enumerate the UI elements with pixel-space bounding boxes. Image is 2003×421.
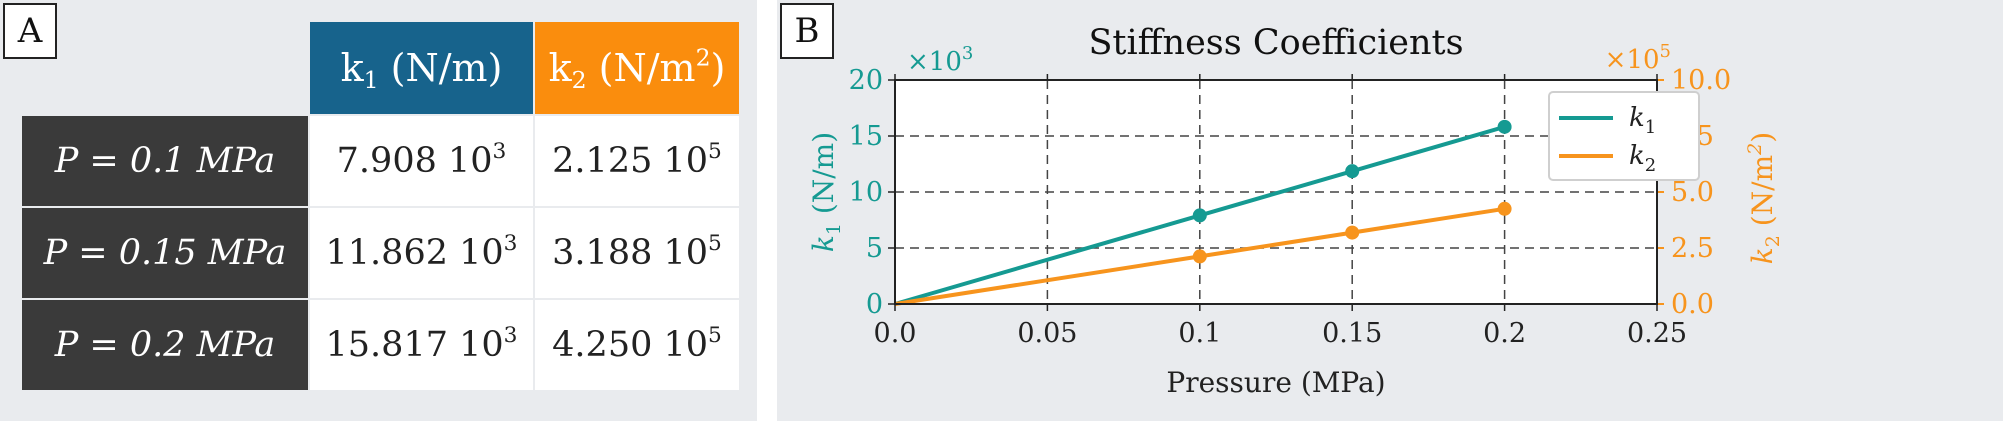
table-row: P = 0.15 MPa 11.862 103 3.188 105 <box>20 206 741 300</box>
legend-label-k2: k2 <box>1629 141 1656 176</box>
left-tick-label: 5 <box>866 233 883 264</box>
left-tick-label: 10 <box>849 177 883 208</box>
right-axis-multiplier: ×105 <box>1605 41 1671 75</box>
series-line-k1 <box>894 124 1506 306</box>
x-axis-label: Pressure (MPa) <box>1166 366 1385 399</box>
right-tick-label: 5.0 <box>1671 177 1714 208</box>
left-axis-multiplier: ×103 <box>907 43 973 77</box>
right-tick-label: 10.0 <box>1671 65 1731 96</box>
data-point-k2 <box>1192 249 1207 264</box>
plot-frame <box>894 79 1658 305</box>
right-tick-label: 2.5 <box>1671 233 1714 264</box>
x-tick-label: 0.2 <box>1483 318 1526 349</box>
row-label: P = 0.1 MPa <box>20 114 310 208</box>
chart-legend: k1 k2 <box>1548 91 1700 181</box>
data-point-k2 <box>1497 201 1512 216</box>
row-label: P = 0.2 MPa <box>20 298 310 392</box>
stiffness-chart: 0.00.050.10.150.20.25051015200.02.55.07.… <box>807 23 1784 399</box>
data-point-k1 <box>1192 208 1207 223</box>
left-tick-label: 0 <box>866 289 883 320</box>
table-corner <box>21 21 309 115</box>
header-k2: k2 (N/m2) <box>533 20 741 116</box>
k2-value-cell: 4.250 105 <box>533 298 741 392</box>
k1-value-cell: 15.817 103 <box>308 298 535 392</box>
x-tick-label: 0.05 <box>1017 318 1077 349</box>
data-point-k2 <box>1345 225 1360 240</box>
x-tick-label: 0.25 <box>1627 318 1687 349</box>
stiffness-table: k1 (N/m) k2 (N/m2) P = 0.1 MPa 7.908 103… <box>20 20 741 392</box>
x-tick-label: 0.0 <box>874 318 917 349</box>
legend-label-k1: k1 <box>1629 103 1656 138</box>
right-y-axis-label: k2 (N/m2) <box>1744 132 1784 264</box>
panel-a-letter: A <box>3 3 57 59</box>
header-k1: k1 (N/m) <box>308 20 535 116</box>
chart-title: Stiffness Coefficients <box>1088 23 1463 63</box>
panel-b-letter: B <box>780 3 834 59</box>
data-point-k1 <box>1345 164 1360 179</box>
table-row: P = 0.2 MPa 15.817 103 4.250 105 <box>20 298 741 392</box>
x-tick-label: 0.1 <box>1178 318 1221 349</box>
data-point-k1 <box>1497 119 1512 134</box>
left-y-axis-label: k1 (N/m) <box>807 132 845 252</box>
left-tick-label: 15 <box>849 121 883 152</box>
right-tick-label: 0.0 <box>1671 289 1714 320</box>
series-line-k2 <box>894 206 1505 306</box>
legend-box <box>1548 91 1700 181</box>
table-header-row: k1 (N/m) k2 (N/m2) <box>21 20 741 116</box>
row-label: P = 0.15 MPa <box>20 206 310 300</box>
k2-value-cell: 2.125 105 <box>533 114 741 208</box>
k1-value-cell: 11.862 103 <box>308 206 535 300</box>
left-tick-label: 20 <box>849 65 883 96</box>
k1-value-cell: 7.908 103 <box>308 114 535 208</box>
x-tick-label: 0.15 <box>1322 318 1382 349</box>
k2-value-cell: 3.188 105 <box>533 206 741 300</box>
table-row: P = 0.1 MPa 7.908 103 2.125 105 <box>20 114 741 208</box>
panel-a: A k1 (N/m) k2 (N/m2) P = 0.1 MPa 7.908 1… <box>0 0 757 421</box>
panel-b: B 0.0 0.05 0.1 0.15 0.2 0.25 0 5 10 15 20 0.0 2.5 5.0… <box>777 0 2003 421</box>
